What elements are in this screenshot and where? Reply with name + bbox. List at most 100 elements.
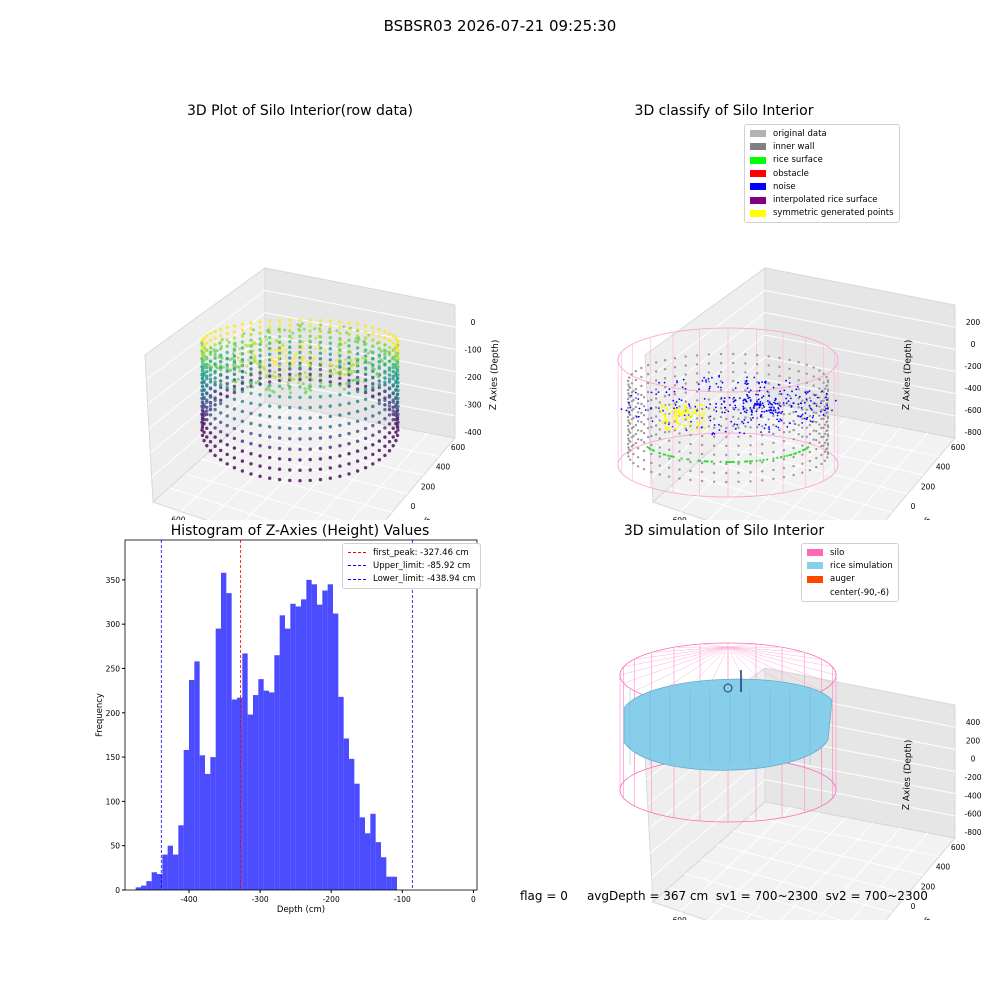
data-point (695, 381, 699, 384)
data-point (742, 407, 745, 409)
data-point (232, 436, 237, 441)
data-point (238, 347, 242, 351)
data-point (795, 388, 798, 391)
data-point (387, 377, 392, 381)
data-point (391, 341, 395, 345)
data-point (756, 399, 759, 402)
data-point (240, 340, 245, 344)
data-point (630, 394, 633, 397)
data-point (766, 390, 769, 393)
data-point (640, 411, 643, 415)
x-tick-label: -300 (252, 895, 269, 904)
data-point (663, 377, 667, 380)
data-point (208, 359, 213, 363)
data-point (759, 386, 762, 389)
data-point (277, 415, 282, 420)
data-point (788, 385, 791, 389)
data-point (778, 356, 781, 360)
data-point (626, 442, 630, 446)
data-point (732, 415, 735, 419)
data-point (823, 459, 827, 462)
data-point (822, 426, 825, 429)
data-point (795, 410, 797, 413)
data-point (240, 459, 245, 463)
data-point (749, 435, 752, 438)
roof-wire (623, 646, 729, 667)
data-point (803, 401, 806, 404)
data-point (782, 458, 786, 461)
data-point (205, 426, 209, 430)
data-point (749, 407, 752, 409)
data-point (684, 391, 687, 394)
data-point (258, 393, 262, 397)
data-point (666, 428, 669, 431)
data-point (363, 336, 368, 340)
data-point (795, 394, 797, 397)
data-point (202, 336, 206, 340)
data-point (302, 356, 306, 359)
data-point (777, 411, 780, 414)
data-point (219, 458, 223, 462)
data-point (281, 350, 284, 354)
data-point (391, 377, 395, 381)
data-point (298, 416, 302, 420)
data-point (318, 415, 323, 420)
histogram-bar (258, 679, 264, 890)
data-point (219, 398, 223, 402)
data-point (377, 430, 381, 434)
grid-line (651, 779, 766, 878)
data-point (277, 335, 282, 339)
data-point (670, 426, 673, 429)
data-point (270, 357, 274, 361)
data-point (642, 468, 646, 471)
grid-line (646, 289, 766, 380)
data-point (628, 394, 631, 397)
plot-frame (124, 539, 478, 891)
histogram-bar (354, 783, 360, 890)
data-point (756, 372, 759, 375)
roof-wire (634, 646, 729, 692)
data-point (347, 442, 351, 446)
data-point (249, 411, 253, 416)
data-point (772, 386, 775, 389)
data-point (219, 430, 223, 434)
data-point (258, 433, 262, 438)
data-point (395, 423, 400, 427)
legend-entry: auger (807, 573, 893, 586)
data-point (800, 402, 803, 405)
x-tick-label: -600 (670, 916, 687, 920)
data-point (759, 401, 762, 403)
data-point (822, 413, 825, 416)
data-point (256, 362, 260, 366)
data-point (642, 432, 646, 435)
data-point (826, 379, 830, 382)
data-point (759, 404, 761, 407)
data-point (725, 444, 728, 448)
data-point (688, 405, 691, 407)
data-point (219, 334, 223, 338)
histogram-bar (141, 885, 147, 890)
data-point (208, 404, 213, 408)
data-point (225, 452, 229, 457)
data-point (815, 411, 818, 415)
data-point (200, 415, 205, 419)
data-point (713, 432, 716, 435)
data-point (232, 456, 237, 460)
data-point (646, 381, 650, 385)
data-point (363, 350, 367, 354)
grid-line (732, 830, 924, 876)
data-point (671, 417, 674, 420)
data-point (208, 413, 213, 417)
data-point (288, 468, 292, 472)
z-axis-label: Z Axies (Depth) (902, 340, 914, 411)
data-point (698, 410, 701, 413)
data-point (703, 407, 706, 410)
data-point (640, 429, 643, 433)
data-point (718, 423, 720, 426)
data-point (762, 404, 765, 407)
data-point (808, 468, 812, 472)
data-point (208, 377, 213, 381)
z-tick-label: 400 (966, 718, 981, 727)
data-point (712, 408, 716, 411)
data-point (808, 390, 811, 392)
